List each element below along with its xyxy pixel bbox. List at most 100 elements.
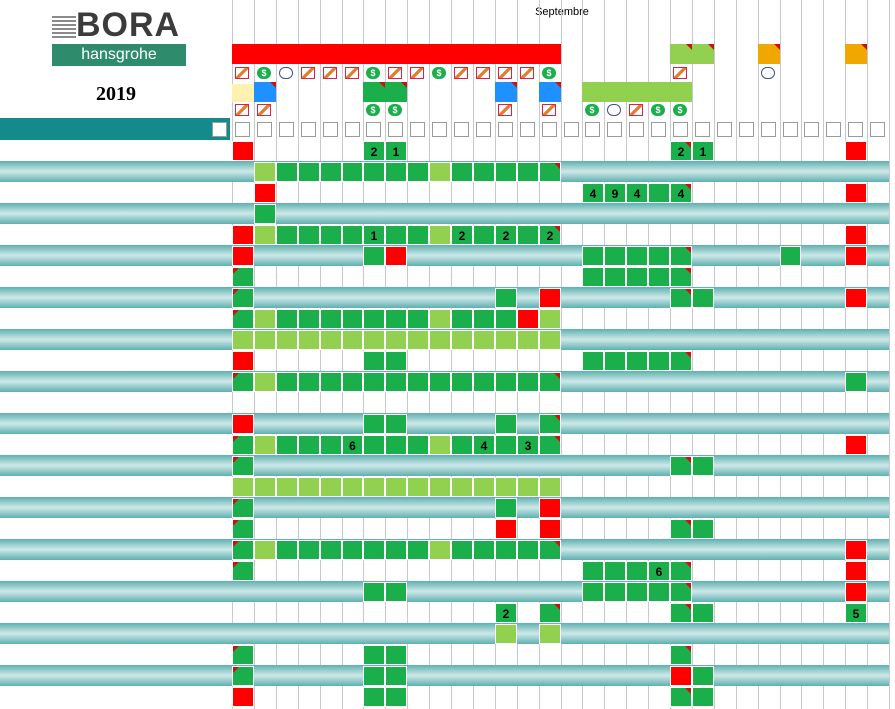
- schedule-cell[interactable]: [363, 435, 385, 455]
- schedule-cell[interactable]: [342, 477, 363, 497]
- schedule-cell[interactable]: 9: [604, 183, 626, 203]
- filter-dropdown-day[interactable]: [651, 122, 666, 137]
- schedule-cell[interactable]: 4: [473, 435, 495, 455]
- schedule-cell[interactable]: [385, 246, 407, 266]
- schedule-cell[interactable]: [692, 288, 714, 308]
- schedule-cell[interactable]: [845, 246, 867, 266]
- race-tour-espagne[interactable]: [232, 44, 561, 64]
- schedule-cell[interactable]: [363, 246, 385, 266]
- schedule-cell[interactable]: [232, 267, 254, 287]
- schedule-cell[interactable]: [232, 246, 254, 266]
- schedule-cell[interactable]: [298, 372, 320, 392]
- schedule-cell[interactable]: [385, 372, 407, 392]
- rider-name[interactable]: [0, 686, 230, 707]
- schedule-cell[interactable]: 2: [495, 603, 517, 623]
- schedule-cell[interactable]: [626, 561, 648, 581]
- schedule-cell[interactable]: [539, 288, 561, 308]
- schedule-cell[interactable]: [692, 456, 714, 476]
- schedule-cell[interactable]: [451, 540, 473, 560]
- schedule-cell[interactable]: 3: [517, 435, 539, 455]
- schedule-cell[interactable]: [692, 603, 714, 623]
- schedule-cell[interactable]: [539, 372, 561, 392]
- schedule-cell[interactable]: [626, 582, 648, 602]
- schedule-cell[interactable]: [582, 267, 604, 287]
- schedule-cell[interactable]: [648, 246, 670, 266]
- schedule-cell[interactable]: [232, 309, 254, 329]
- schedule-cell[interactable]: [254, 183, 276, 203]
- schedule-cell[interactable]: [342, 372, 363, 392]
- schedule-cell[interactable]: [232, 666, 254, 686]
- schedule-cell[interactable]: [429, 435, 451, 455]
- schedule-cell[interactable]: [298, 225, 320, 245]
- schedule-cell[interactable]: 4: [626, 183, 648, 203]
- filter-dropdown-day[interactable]: [454, 122, 469, 137]
- schedule-cell[interactable]: [298, 540, 320, 560]
- schedule-cell[interactable]: [429, 225, 451, 245]
- schedule-cell[interactable]: [582, 561, 604, 581]
- schedule-cell[interactable]: [780, 246, 801, 266]
- schedule-cell[interactable]: [232, 225, 254, 245]
- race-block[interactable]: [363, 82, 385, 102]
- schedule-cell[interactable]: [407, 435, 429, 455]
- filter-dropdown-day[interactable]: [783, 122, 798, 137]
- schedule-cell[interactable]: [407, 330, 429, 350]
- schedule-cell[interactable]: [254, 435, 276, 455]
- rider-name[interactable]: [0, 266, 230, 287]
- filter-dropdown-day[interactable]: [235, 122, 250, 137]
- race-block[interactable]: [539, 82, 561, 102]
- schedule-cell[interactable]: [254, 162, 276, 182]
- schedule-cell[interactable]: [363, 162, 385, 182]
- schedule-cell[interactable]: [298, 162, 320, 182]
- schedule-cell[interactable]: [539, 309, 561, 329]
- filter-dropdown-day[interactable]: [279, 122, 294, 137]
- race-block[interactable]: [670, 44, 692, 64]
- schedule-cell[interactable]: [495, 372, 517, 392]
- rider-name[interactable]: [0, 140, 230, 161]
- schedule-cell[interactable]: [451, 162, 473, 182]
- filter-dropdown-day[interactable]: [695, 122, 710, 137]
- schedule-cell[interactable]: [385, 162, 407, 182]
- schedule-cell[interactable]: [298, 309, 320, 329]
- rider-name[interactable]: [0, 203, 230, 224]
- schedule-cell[interactable]: [670, 687, 692, 707]
- schedule-cell[interactable]: [539, 519, 561, 539]
- schedule-cell[interactable]: [451, 309, 473, 329]
- schedule-cell[interactable]: [517, 477, 539, 497]
- schedule-cell[interactable]: [670, 603, 692, 623]
- race-block[interactable]: [385, 82, 407, 102]
- rider-name[interactable]: [0, 413, 230, 434]
- race-block[interactable]: [758, 44, 780, 64]
- schedule-cell[interactable]: [473, 477, 495, 497]
- schedule-cell[interactable]: [670, 519, 692, 539]
- schedule-cell[interactable]: 2: [539, 225, 561, 245]
- filter-dropdown-day[interactable]: [739, 122, 754, 137]
- filter-dropdown-nom[interactable]: [212, 122, 227, 137]
- schedule-cell[interactable]: [254, 309, 276, 329]
- rider-name[interactable]: [0, 665, 230, 686]
- schedule-cell[interactable]: [517, 309, 539, 329]
- schedule-cell[interactable]: [495, 477, 517, 497]
- schedule-cell[interactable]: [342, 540, 363, 560]
- schedule-cell[interactable]: [385, 435, 407, 455]
- schedule-cell[interactable]: [604, 246, 626, 266]
- schedule-cell[interactable]: [429, 540, 451, 560]
- schedule-cell[interactable]: [495, 288, 517, 308]
- rider-name[interactable]: [0, 581, 230, 602]
- schedule-cell[interactable]: [276, 540, 298, 560]
- schedule-cell[interactable]: [495, 330, 517, 350]
- rider-name[interactable]: [0, 455, 230, 476]
- rider-name[interactable]: [0, 161, 230, 182]
- schedule-cell[interactable]: [385, 687, 407, 707]
- filter-dropdown-day[interactable]: [345, 122, 360, 137]
- filter-dropdown-day[interactable]: [804, 122, 819, 137]
- schedule-cell[interactable]: [254, 477, 276, 497]
- race-block[interactable]: [845, 44, 867, 64]
- schedule-cell[interactable]: [254, 330, 276, 350]
- schedule-cell[interactable]: 6: [342, 435, 363, 455]
- schedule-cell[interactable]: [385, 477, 407, 497]
- schedule-cell[interactable]: [320, 477, 342, 497]
- schedule-cell[interactable]: [451, 330, 473, 350]
- schedule-cell[interactable]: [845, 225, 867, 245]
- schedule-cell[interactable]: [648, 267, 670, 287]
- schedule-cell[interactable]: [342, 225, 363, 245]
